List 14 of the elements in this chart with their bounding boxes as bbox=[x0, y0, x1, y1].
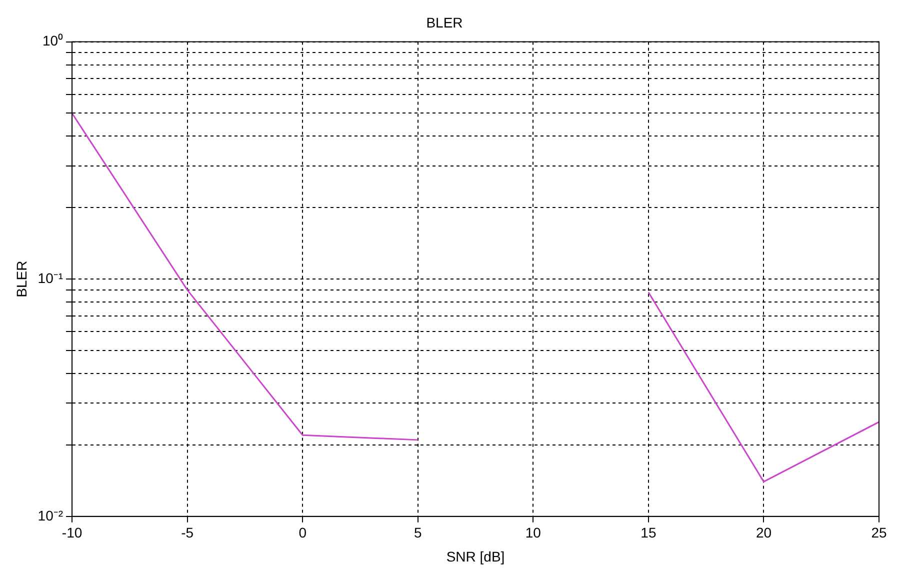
x-tick-label: 0 bbox=[298, 524, 307, 541]
x-tick-label: 20 bbox=[756, 524, 772, 541]
x-tick-label: 15 bbox=[640, 524, 656, 541]
y-tick-label: 10⁰ bbox=[42, 32, 64, 49]
x-axis-title: SNR [dB] bbox=[446, 548, 505, 564]
x-tick-label: -5 bbox=[181, 524, 194, 541]
x-tick-label: 25 bbox=[871, 524, 887, 541]
y-tick-label: 10⁻² bbox=[38, 507, 64, 524]
x-tick-label: 5 bbox=[414, 524, 422, 541]
x-tick-label: 10 bbox=[525, 524, 542, 541]
y-tick-label: 10⁻¹ bbox=[38, 270, 64, 286]
y-axis-title: BLER bbox=[13, 260, 30, 298]
x-tick-label: -10 bbox=[62, 524, 82, 541]
chart-title: BLER bbox=[426, 14, 463, 30]
